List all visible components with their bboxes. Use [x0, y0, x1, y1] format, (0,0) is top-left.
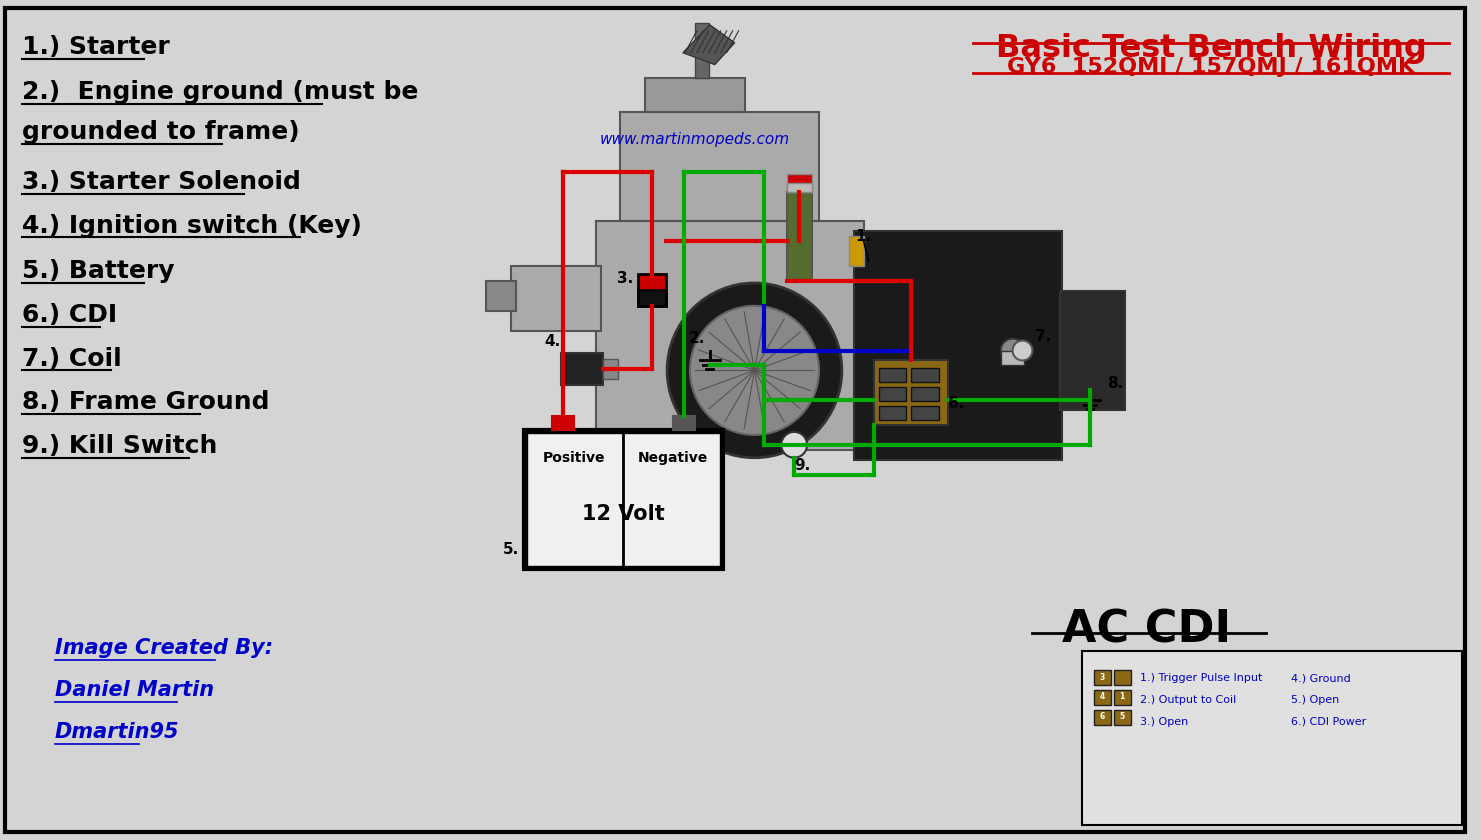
FancyBboxPatch shape	[878, 369, 906, 382]
Text: 1: 1	[1120, 692, 1124, 701]
Text: 1.) Trigger Pulse Input: 1.) Trigger Pulse Input	[1140, 673, 1262, 683]
Text: Positive: Positive	[542, 451, 606, 465]
FancyBboxPatch shape	[1083, 651, 1462, 825]
FancyBboxPatch shape	[788, 174, 812, 192]
FancyBboxPatch shape	[603, 360, 619, 380]
Text: Dmartin95: Dmartin95	[55, 722, 179, 742]
Circle shape	[1001, 339, 1025, 362]
FancyBboxPatch shape	[911, 387, 939, 402]
Text: Basic Test Bench Wiring: Basic Test Bench Wiring	[995, 33, 1426, 64]
Text: 4: 4	[1099, 692, 1105, 701]
Text: Daniel Martin: Daniel Martin	[55, 680, 213, 700]
FancyBboxPatch shape	[552, 416, 573, 430]
FancyBboxPatch shape	[1094, 670, 1111, 685]
FancyBboxPatch shape	[595, 222, 863, 449]
FancyBboxPatch shape	[1001, 350, 1025, 365]
FancyBboxPatch shape	[1060, 291, 1124, 410]
Text: 2.) Output to Coil: 2.) Output to Coil	[1140, 695, 1237, 705]
FancyBboxPatch shape	[524, 430, 723, 569]
FancyBboxPatch shape	[853, 231, 1062, 459]
Text: GY6  152QMI / 157QMJ / 161QMK: GY6 152QMI / 157QMJ / 161QMK	[1007, 56, 1416, 76]
FancyBboxPatch shape	[874, 360, 948, 425]
FancyBboxPatch shape	[646, 77, 745, 113]
Text: 4.) Ignition switch (Key): 4.) Ignition switch (Key)	[22, 213, 361, 238]
Text: 3.: 3.	[618, 271, 634, 286]
Text: 8.: 8.	[1106, 376, 1123, 391]
Text: Negative: Negative	[638, 451, 708, 465]
FancyBboxPatch shape	[878, 387, 906, 402]
FancyBboxPatch shape	[911, 369, 939, 382]
Text: 6.: 6.	[948, 396, 964, 411]
Text: 3.) Starter Solenoid: 3.) Starter Solenoid	[22, 170, 301, 194]
Text: 5: 5	[1120, 712, 1124, 722]
Text: www.martinmopeds.com: www.martinmopeds.com	[600, 132, 789, 147]
FancyBboxPatch shape	[486, 281, 517, 311]
Text: AC CDI: AC CDI	[1062, 609, 1231, 652]
FancyBboxPatch shape	[788, 192, 812, 281]
Text: 1.: 1.	[856, 229, 872, 244]
Text: 2.: 2.	[689, 331, 705, 345]
Text: 12 Volt: 12 Volt	[582, 504, 665, 524]
Text: 3.) Open: 3.) Open	[1140, 717, 1188, 727]
Text: 7.) Coil: 7.) Coil	[22, 347, 121, 370]
Circle shape	[666, 283, 841, 458]
Text: 4.) Ground: 4.) Ground	[1290, 673, 1351, 683]
Text: grounded to frame): grounded to frame)	[22, 120, 299, 144]
Text: 8.) Frame Ground: 8.) Frame Ground	[22, 391, 270, 414]
FancyBboxPatch shape	[4, 8, 1465, 832]
Circle shape	[690, 306, 819, 435]
Text: 3: 3	[1099, 673, 1105, 681]
FancyBboxPatch shape	[527, 433, 720, 566]
Text: 6.) CDI Power: 6.) CDI Power	[1290, 717, 1365, 727]
FancyBboxPatch shape	[621, 113, 819, 222]
FancyBboxPatch shape	[1114, 690, 1130, 705]
Circle shape	[1013, 340, 1032, 360]
FancyBboxPatch shape	[911, 406, 939, 420]
Text: 4.: 4.	[544, 333, 560, 349]
Text: 2.)  Engine ground (must be: 2.) Engine ground (must be	[22, 81, 418, 104]
FancyBboxPatch shape	[695, 23, 709, 77]
FancyBboxPatch shape	[672, 416, 695, 430]
FancyBboxPatch shape	[849, 236, 863, 266]
Text: 7.: 7.	[1035, 328, 1052, 344]
Text: 6.) CDI: 6.) CDI	[22, 303, 117, 327]
FancyBboxPatch shape	[1094, 710, 1111, 725]
FancyBboxPatch shape	[638, 290, 666, 306]
FancyBboxPatch shape	[788, 183, 812, 192]
Text: 5.) Battery: 5.) Battery	[22, 260, 175, 283]
Circle shape	[782, 432, 807, 458]
Text: 9.: 9.	[794, 458, 810, 473]
Text: 6: 6	[1099, 712, 1105, 722]
FancyBboxPatch shape	[1094, 690, 1111, 705]
Text: 1.) Starter: 1.) Starter	[22, 34, 170, 59]
FancyBboxPatch shape	[511, 266, 601, 331]
FancyBboxPatch shape	[561, 354, 603, 386]
Text: 9.) Kill Switch: 9.) Kill Switch	[22, 434, 218, 458]
FancyBboxPatch shape	[878, 406, 906, 420]
Text: Image Created By:: Image Created By:	[55, 638, 273, 659]
FancyBboxPatch shape	[638, 274, 666, 306]
FancyBboxPatch shape	[1114, 670, 1130, 685]
FancyBboxPatch shape	[1114, 710, 1130, 725]
Text: 5.) Open: 5.) Open	[1290, 695, 1339, 705]
Polygon shape	[683, 25, 735, 65]
Text: 5.: 5.	[502, 542, 518, 557]
